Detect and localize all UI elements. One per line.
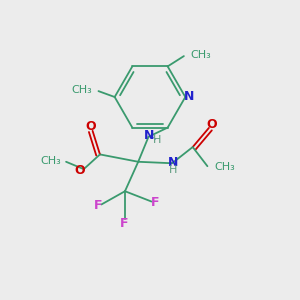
Text: F: F: [120, 218, 129, 230]
Text: O: O: [74, 164, 85, 177]
Text: H: H: [153, 135, 161, 145]
Text: CH₃: CH₃: [190, 50, 211, 60]
Text: N: N: [168, 156, 178, 169]
Text: CH₃: CH₃: [71, 85, 92, 95]
Text: CH₃: CH₃: [214, 162, 235, 172]
Text: F: F: [94, 199, 102, 212]
Text: N: N: [144, 129, 154, 142]
Text: O: O: [206, 118, 217, 130]
Text: O: O: [85, 120, 95, 133]
Text: F: F: [151, 196, 160, 209]
Text: N: N: [184, 91, 194, 103]
Text: CH₃: CH₃: [40, 156, 61, 166]
Text: H: H: [169, 165, 177, 175]
